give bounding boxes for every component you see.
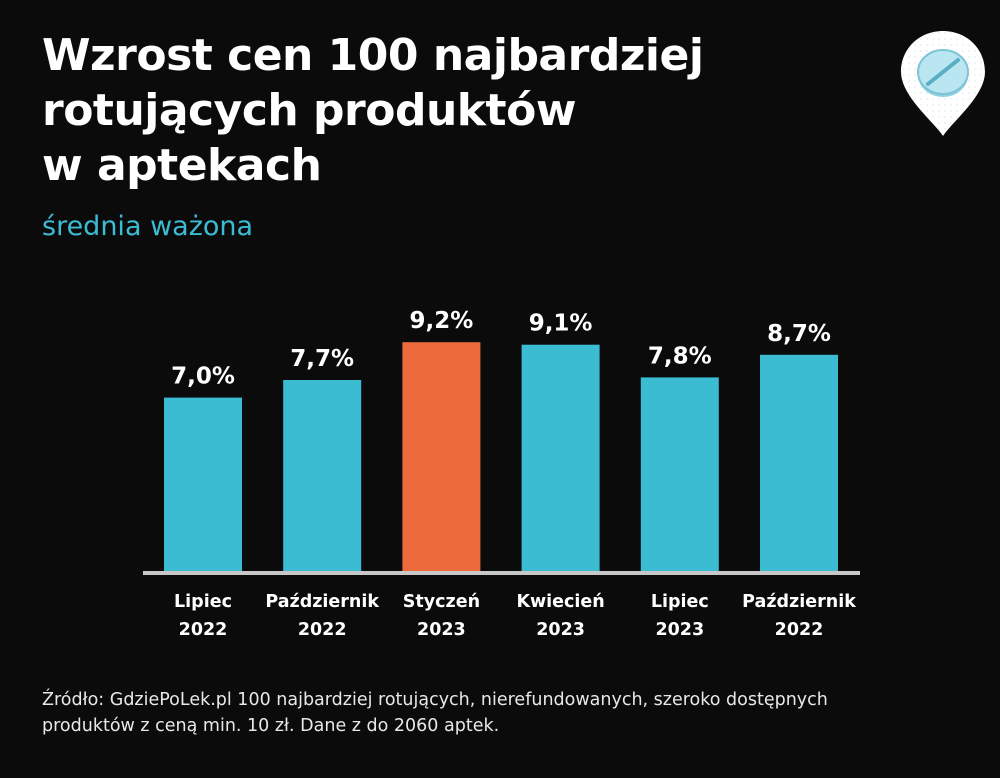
x-tick-label-4-line-2: 2023 — [536, 620, 585, 640]
x-tick-label-5-line-2: 2023 — [655, 620, 704, 640]
x-tick-label-2-line-2: 2022 — [298, 620, 347, 640]
bar-3 — [402, 342, 481, 573]
data-label-3: 9,2% — [410, 308, 474, 334]
x-tick-label-2-line-1: Październik — [265, 592, 379, 612]
data-label-6: 8,7% — [767, 321, 831, 347]
x-tick-label-1-line-2: 2022 — [179, 620, 228, 640]
x-tick-label-3-line-2: 2023 — [417, 620, 466, 640]
chart-title-line-1: Wzrost cen 100 najbardziej — [42, 30, 704, 81]
data-label-4: 9,1% — [529, 311, 593, 337]
chart-title: Wzrost cen 100 najbardziej rotujących pr… — [42, 28, 762, 193]
x-tick-label-5-line-1: Lipiec — [651, 592, 709, 612]
chart-subtitle: średnia ważona — [42, 211, 254, 242]
x-tick-label-4-line-1: Kwiecień — [516, 592, 604, 612]
bar-chart: 7,0% Lipiec 2022 7,7% Październik 2022 9,2% Sty… — [143, 308, 860, 640]
bar-4 — [521, 344, 600, 573]
source-note-line-1: Źródło: GdziePoLek.pl 100 najbardziej ro… — [42, 690, 828, 710]
bar-1 — [164, 397, 242, 573]
bar-6 — [760, 354, 838, 573]
chart-title-line-2: rotujących produktów — [42, 85, 576, 136]
source-note: Źródło: GdziePoLek.pl 100 najbardziej ro… — [42, 687, 972, 739]
bar-5 — [640, 377, 719, 573]
x-tick-label-6-line-2: 2022 — [775, 620, 824, 640]
x-tick-label-6-line-1: Październik — [742, 592, 856, 612]
pill-location-pin-icon — [901, 31, 985, 136]
chart-title-line-3: w aptekach — [42, 140, 322, 191]
x-tick-label-1-line-1: Lipiec — [174, 592, 232, 612]
bar-2 — [283, 380, 362, 573]
data-label-1: 7,0% — [171, 364, 235, 390]
data-label-5: 7,8% — [648, 343, 712, 369]
x-tick-label-3-line-1: Styczeń — [403, 592, 480, 612]
source-note-line-2: produktów z ceną min. 10 zł. Dane z do 2… — [42, 716, 500, 736]
data-label-2: 7,7% — [290, 346, 354, 372]
